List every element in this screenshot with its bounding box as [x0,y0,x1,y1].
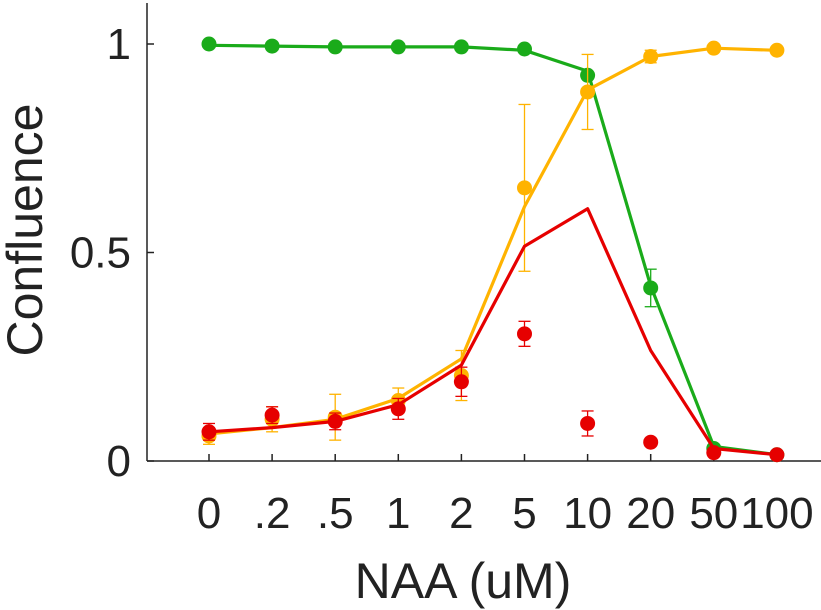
x-tick-label: .2 [254,489,291,538]
y-ticks: 00.51 [70,20,154,486]
y-tick-label: 1 [107,20,131,69]
data-point [517,180,532,196]
data-point [201,36,217,52]
x-tick-label: 0 [197,489,221,538]
x-tick-label: 2 [449,489,473,538]
data-point [769,447,785,463]
x-tick-label: 5 [512,489,536,538]
data-point [327,413,343,429]
x-tick-label: 10 [563,489,612,538]
x-ticks: 0 .2 .5 1 2 5 10 20 50 100 [197,454,814,538]
x-axis-label: NAA (uM) [355,553,572,609]
fit-line [208,207,778,457]
data-point [390,39,406,55]
data-point [643,434,659,450]
data-point [201,424,217,440]
fit-line [208,46,777,436]
data-point [517,41,532,57]
series-3 [201,207,785,463]
data-point [706,445,722,461]
series-1 [201,36,785,463]
y-tick-label: 0.5 [70,229,131,278]
x-tick-label: .5 [317,489,354,538]
data-point [643,280,659,296]
series-group [201,36,785,463]
data-point [643,49,659,65]
series-2 [201,40,785,445]
data-point [327,39,343,55]
x-tick-label: 100 [740,489,813,538]
data-point [390,401,406,417]
x-tick-label: 50 [689,489,738,538]
y-axis-label: Confluence [0,104,53,357]
data-point [580,84,596,100]
data-point [264,407,280,423]
data-point [769,42,785,58]
data-point [580,415,596,431]
data-point [453,39,469,55]
data-point [706,40,722,56]
fit-line [208,43,778,457]
data-point [264,38,280,54]
x-tick-label: 1 [386,489,410,538]
data-point [453,374,469,390]
y-tick-label: 0 [107,437,131,486]
x-tick-label: 20 [626,489,675,538]
data-point [517,326,532,342]
